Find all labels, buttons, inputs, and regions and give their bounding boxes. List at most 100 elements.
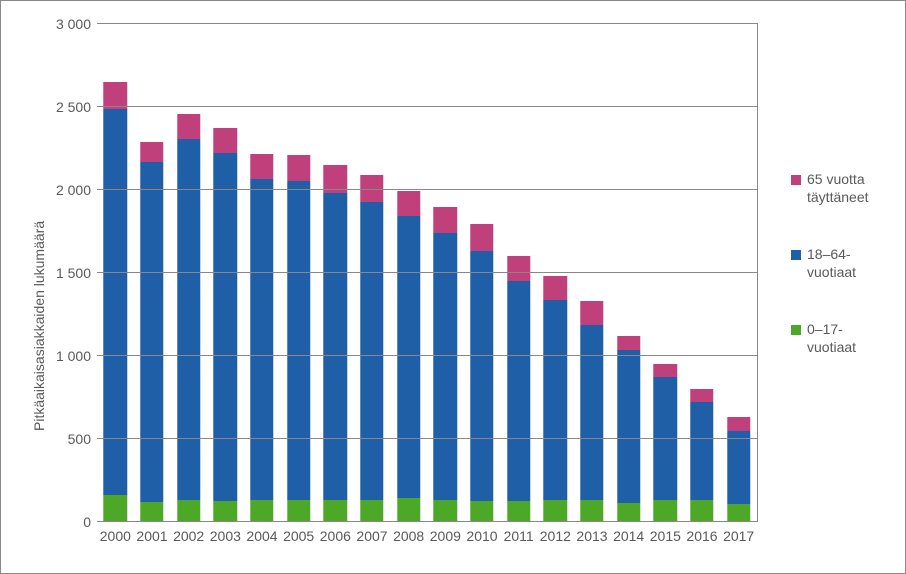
gridline (97, 106, 757, 107)
bar-segment-age_0_17 (654, 500, 677, 522)
x-tick-label: 2014 (613, 522, 644, 544)
bar-segment-age_65p (654, 364, 677, 377)
bar-stack (104, 82, 127, 522)
bar-segment-age_18_64 (690, 402, 713, 499)
bar-segment-age_18_64 (470, 251, 493, 502)
bar-segment-age_65p (177, 114, 200, 140)
gridline (97, 272, 757, 273)
y-tick-label: 1 000 (56, 348, 97, 364)
bar-slot: 2006 (317, 24, 354, 522)
bar-slot: 2009 (427, 24, 464, 522)
y-tick-label: 500 (68, 431, 97, 447)
bar-slot: 2017 (720, 24, 757, 522)
bar-stack (324, 165, 347, 522)
legend-swatch (791, 250, 801, 260)
bar-segment-age_65p (250, 154, 273, 180)
bar-stack (250, 154, 273, 523)
x-tick-label: 2005 (283, 522, 314, 544)
bar-stack (617, 336, 640, 522)
x-tick-label: 2010 (466, 522, 497, 544)
bar-slot: 2012 (537, 24, 574, 522)
y-tick-label: 3 000 (56, 16, 97, 32)
bar-slot: 2004 (244, 24, 281, 522)
bar-segment-age_0_17 (617, 503, 640, 522)
bar-segment-age_0_17 (104, 495, 127, 522)
bars-container: 2000200120022003200420052006200720082009… (97, 24, 757, 522)
bar-stack (580, 301, 603, 522)
bar-segment-age_0_17 (177, 500, 200, 522)
bar-segment-age_0_17 (250, 500, 273, 522)
x-tick-label: 2008 (393, 522, 424, 544)
bar-segment-age_65p (434, 207, 457, 234)
bar-segment-age_18_64 (434, 233, 457, 500)
bar-segment-age_0_17 (360, 500, 383, 522)
legend-swatch (791, 325, 801, 335)
bar-slot: 2002 (170, 24, 207, 522)
bar-segment-age_65p (544, 276, 567, 300)
bar-stack (544, 276, 567, 523)
bar-slot: 2010 (464, 24, 501, 522)
y-tick-label: 0 (83, 514, 97, 530)
bar-segment-age_0_17 (287, 500, 310, 522)
bar-segment-age_65p (104, 82, 127, 109)
x-tick-label: 2003 (210, 522, 241, 544)
bar-slot: 2003 (207, 24, 244, 522)
bar-segment-age_18_64 (544, 300, 567, 501)
y-tick-label: 2 000 (56, 182, 97, 198)
bar-segment-age_0_17 (507, 501, 530, 522)
x-tick-label: 2011 (504, 522, 534, 544)
bar-segment-age_0_17 (434, 500, 457, 522)
gridline (97, 23, 757, 24)
x-tick-label: 2001 (136, 522, 167, 544)
y-axis-title: Pitkäaikaisasiakkaiden lukumäärä (31, 221, 47, 431)
gridline (97, 438, 757, 439)
bar-segment-age_65p (617, 336, 640, 350)
bar-stack (140, 142, 163, 522)
y-tick-label: 2 500 (56, 99, 97, 115)
bar-segment-age_0_17 (690, 500, 713, 522)
bar-segment-age_18_64 (507, 281, 530, 501)
bar-segment-age_18_64 (397, 216, 420, 498)
x-tick-label: 2004 (246, 522, 277, 544)
legend-label: 65 vuotta täyttäneet (807, 171, 869, 206)
chart-frame: 2000200120022003200420052006200720082009… (0, 0, 906, 574)
bar-segment-age_0_17 (470, 501, 493, 522)
bar-slot: 2011 (500, 24, 537, 522)
bar-segment-age_0_17 (140, 502, 163, 522)
x-tick-label: 2002 (173, 522, 204, 544)
x-tick-label: 2000 (100, 522, 131, 544)
bar-segment-age_65p (690, 389, 713, 402)
gridline (97, 355, 757, 356)
x-tick-label: 2009 (430, 522, 461, 544)
bar-segment-age_18_64 (324, 193, 347, 501)
bar-segment-age_18_64 (177, 139, 200, 499)
bar-slot: 2008 (390, 24, 427, 522)
bar-segment-age_18_64 (214, 153, 237, 501)
gridline (97, 521, 757, 522)
plot-area: 2000200120022003200420052006200720082009… (97, 23, 758, 522)
legend-label: 0–17- vuotiaat (807, 321, 856, 356)
bar-segment-age_65p (507, 256, 530, 281)
x-tick-label: 2015 (650, 522, 681, 544)
legend-item-age_65p: 65 vuotta täyttäneet (791, 171, 869, 206)
bar-segment-age_18_64 (360, 202, 383, 499)
legend-swatch (791, 175, 801, 185)
bar-segment-age_65p (214, 128, 237, 154)
bar-segment-age_0_17 (214, 501, 237, 522)
bar-slot: 2001 (134, 24, 171, 522)
bar-segment-age_0_17 (397, 498, 420, 522)
bar-segment-age_65p (580, 301, 603, 325)
bar-segment-age_18_64 (287, 181, 310, 500)
bar-segment-age_65p (470, 224, 493, 251)
bar-stack (727, 417, 750, 522)
y-tick-label: 1 500 (56, 265, 97, 281)
x-tick-label: 2006 (320, 522, 351, 544)
bar-segment-age_0_17 (580, 500, 603, 522)
bar-segment-age_18_64 (727, 431, 750, 504)
legend-label: 18–64- vuotiaat (807, 246, 856, 281)
x-tick-label: 2012 (540, 522, 571, 544)
x-tick-label: 2013 (576, 522, 607, 544)
bar-slot: 2013 (574, 24, 611, 522)
bar-segment-age_65p (287, 155, 310, 181)
x-tick-label: 2016 (686, 522, 717, 544)
